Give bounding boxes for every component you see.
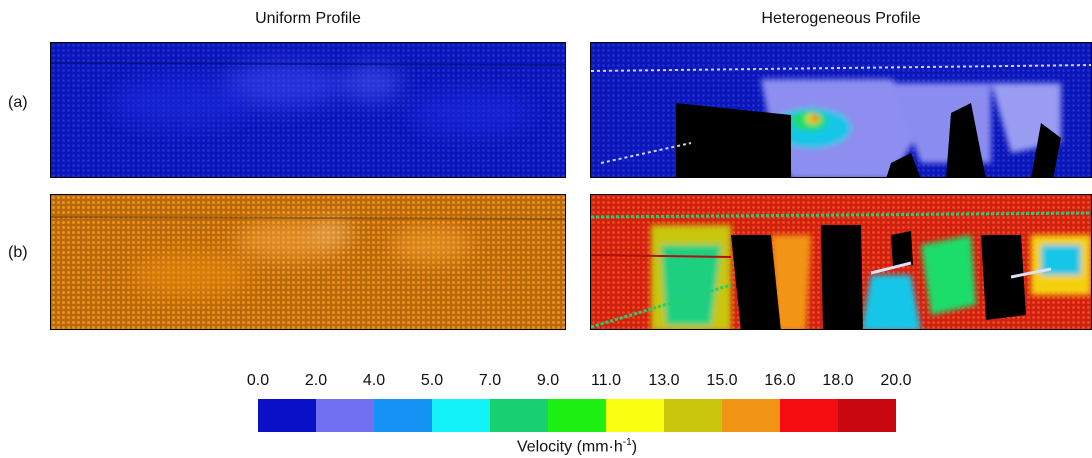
column-title-heterogeneous: Heterogeneous Profile: [761, 10, 921, 27]
panel-a-heterogeneous-velocity-field: [590, 42, 1092, 178]
colorbar-tick: 16.0: [764, 372, 796, 389]
velocity-colorbar: [258, 399, 896, 432]
colorbar-segment: [490, 399, 548, 432]
colorbar-tick-labels: 0.0 2.0 4.0 5.0 7.0 9.0 11.0 13.0 15.0 16.0 18.0 20…: [0, 372, 1092, 394]
panel-b-uniform-velocity-field: [50, 194, 566, 330]
colorbar-segment: [374, 399, 432, 432]
colorbar-tick: 5.0: [420, 372, 444, 389]
row-label-b: (b): [8, 244, 28, 261]
column-title-uniform: Uniform Profile: [255, 10, 361, 27]
colorbar-segment: [432, 399, 490, 432]
colorbar-tick: 0.0: [246, 372, 270, 389]
colorbar-label: Velocity (mm·h-1): [258, 437, 896, 456]
colorbar-tick: 15.0: [706, 372, 738, 389]
row-label-a: (a): [8, 94, 28, 111]
colorbar-tick: 4.0: [362, 372, 386, 389]
colorbar-segment: [258, 399, 316, 432]
colorbar-label-text: Velocity (mm·h: [516, 438, 623, 456]
colorbar-segment: [548, 399, 606, 432]
colorbar-segment: [722, 399, 780, 432]
colorbar-tick: 13.0: [648, 372, 680, 389]
colorbar-tick: 9.0: [536, 372, 560, 389]
colorbar-segment: [606, 399, 664, 432]
colorbar-tick: 2.0: [304, 372, 328, 389]
colorbar-tick: 18.0: [822, 372, 854, 389]
colorbar-segment: [780, 399, 838, 432]
colorbar-segment: [838, 399, 896, 432]
colorbar-segment: [316, 399, 374, 432]
colorbar-tick: 7.0: [478, 372, 502, 389]
panel-a-uniform-velocity-field: [50, 42, 566, 178]
colorbar-label-exponent: -1: [622, 437, 632, 448]
colorbar-tick: 11.0: [591, 372, 621, 389]
colorbar-segment: [664, 399, 722, 432]
colorbar-tick: 20.0: [880, 372, 912, 389]
colorbar-label-close: ): [631, 438, 638, 456]
panel-b-heterogeneous-velocity-field: [590, 194, 1092, 330]
